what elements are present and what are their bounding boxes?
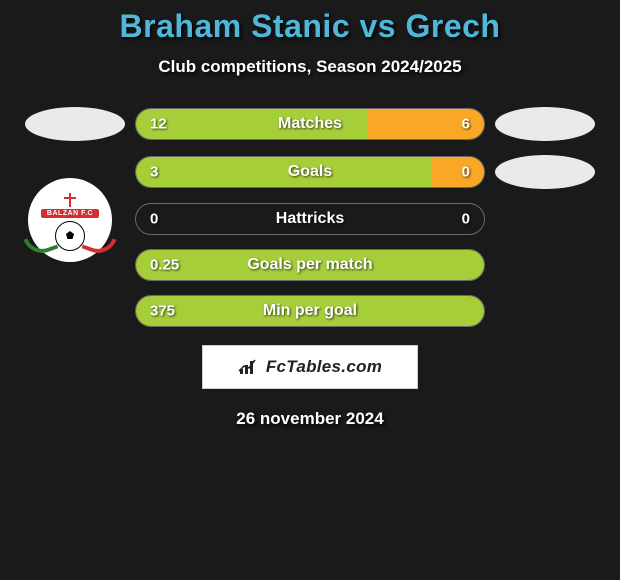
brand-footer[interactable]: FcTables.com — [202, 345, 418, 389]
stat-row: 375 Min per goal — [0, 295, 620, 327]
comparison-widget: Braham Stanic vs Grech Club competitions… — [0, 0, 620, 429]
player-avatar-left — [25, 107, 125, 141]
stat-bar: 12 6 Matches — [135, 108, 485, 140]
date-label: 26 november 2024 — [0, 409, 620, 429]
bar-chart-icon — [238, 358, 260, 376]
player-avatar-right — [495, 155, 595, 189]
stat-label: Matches — [278, 115, 342, 133]
value-left: 0.25 — [150, 257, 179, 274]
page-title: Braham Stanic vs Grech — [0, 8, 620, 45]
value-left: 0 — [150, 211, 158, 228]
value-right: 0 — [462, 211, 470, 228]
club-badge-balzan: BALZAN F.C — [28, 178, 112, 262]
subtitle: Club competitions, Season 2024/2025 — [0, 57, 620, 77]
stat-bar: 375 Min per goal — [135, 295, 485, 327]
stat-bar: 0.25 Goals per match — [135, 249, 485, 281]
value-left: 3 — [150, 164, 158, 181]
value-left: 375 — [150, 303, 175, 320]
bar-fill-right — [432, 157, 484, 187]
club-name: BALZAN F.C — [41, 209, 99, 218]
value-right: 6 — [462, 116, 470, 133]
stat-bar: 3 0 Goals — [135, 156, 485, 188]
stat-bar: 0 0 Hattricks — [135, 203, 485, 235]
stat-label: Hattricks — [276, 210, 344, 228]
soccer-ball-icon — [55, 221, 85, 251]
value-left: 12 — [150, 116, 167, 133]
stat-row: 12 6 Matches — [0, 107, 620, 141]
stat-label: Goals per match — [247, 256, 372, 274]
stat-label: Goals — [288, 163, 332, 181]
brand-text: FcTables.com — [266, 357, 382, 377]
player-avatar-right — [495, 107, 595, 141]
stat-label: Min per goal — [263, 302, 357, 320]
value-right: 0 — [462, 164, 470, 181]
cross-icon — [64, 193, 76, 207]
